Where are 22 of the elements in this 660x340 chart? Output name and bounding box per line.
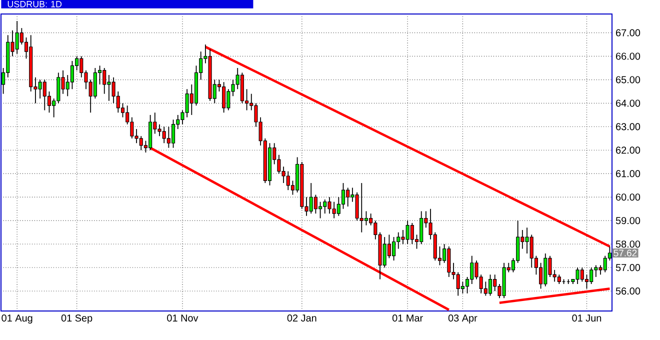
candlestick <box>557 274 561 284</box>
y-tick-label: 61.00 <box>616 170 640 178</box>
x-tick-label: 02 Jan <box>287 314 316 322</box>
x-tick-label: 01 Nov <box>167 314 198 322</box>
y-tick-label: 60.00 <box>616 194 640 201</box>
y-tick-label: 58.00 <box>616 240 640 248</box>
chart-title: USDRUB: 1D <box>8 0 62 8</box>
y-tick-label: 56.00 <box>616 288 640 295</box>
annotation: 57.62 <box>614 250 637 256</box>
x-tick-label: 03 Apr <box>448 314 478 324</box>
x-tick-label: 01 Jun <box>572 314 602 322</box>
x-tick-label: 01 Sep <box>61 314 92 324</box>
y-tick-label: 63.00 <box>616 123 640 130</box>
x-tick-label: 01 Mar <box>392 314 423 322</box>
x-tick-label: 01 Aug <box>2 314 32 324</box>
y-tick-label: 64.00 <box>616 100 640 107</box>
y-tick-label: 66.00 <box>616 52 640 60</box>
y-tick-label: 67.00 <box>616 29 640 36</box>
y-tick-label: 65.00 <box>616 76 640 84</box>
y-tick-label: 62.00 <box>616 146 640 154</box>
y-tick-label: 57.00 <box>616 264 640 272</box>
y-tick-label: 59.00 <box>616 217 640 224</box>
